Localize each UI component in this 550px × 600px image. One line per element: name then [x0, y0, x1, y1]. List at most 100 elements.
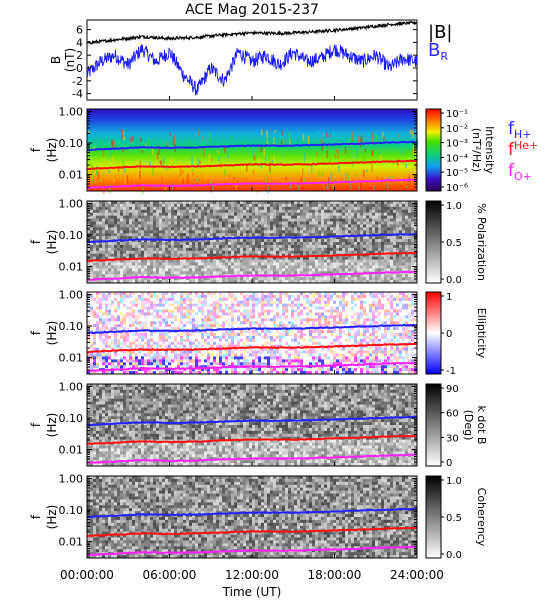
spectrogram-cell: [165, 312, 169, 316]
spectrogram-cell: [222, 292, 226, 296]
spectrogram-cell: [258, 265, 262, 269]
spectrogram-cell: [135, 335, 139, 340]
spectrogram-cell: [198, 203, 202, 208]
spectrogram-cell: [231, 297, 235, 302]
spectrogram-cell: [156, 221, 160, 225]
spectrogram-cell: [348, 268, 352, 272]
spectrogram-cell: [303, 265, 307, 269]
spectrogram-cell: [327, 256, 331, 260]
spectrogram-cell: [216, 368, 220, 372]
spectrogram-cell: [228, 309, 232, 313]
spectrogram-cell: [195, 365, 199, 369]
spectrogram-cell: [135, 338, 139, 343]
spectrogram-cell: [276, 265, 280, 269]
spectrogram-cell: [330, 233, 334, 237]
spectrogram-cell: [279, 221, 283, 225]
spectrogram-cell: [387, 280, 391, 284]
spectrogram-cell: [327, 268, 331, 272]
spectrogram-cell: [183, 280, 187, 284]
spectrogram-cell: [285, 212, 289, 216]
intensity-speckle: [358, 136, 360, 144]
spectrogram-cell: [138, 292, 142, 296]
spectrogram-cell: [219, 356, 223, 360]
spectrogram-cell: [249, 212, 253, 216]
spectrogram-cell: [189, 297, 193, 302]
spectrogram-cell: [261, 244, 265, 249]
spectrogram-cell: [303, 218, 307, 222]
spectrogram-cell: [108, 203, 112, 208]
spectrogram-cell: [204, 244, 208, 249]
spectrogram-cell: [138, 303, 142, 307]
intensity-speckle: [88, 130, 90, 134]
spectrogram-cell: [117, 300, 121, 305]
spectrogram-cell: [360, 203, 364, 208]
spectrogram-cell: [96, 371, 100, 375]
spectrogram-cell: [246, 244, 250, 249]
spectrogram-cell: [150, 362, 154, 366]
spectrogram-cell: [183, 274, 187, 278]
spectrogram-cell: [255, 230, 259, 234]
spectrogram-cell: [318, 259, 322, 263]
spectrogram-cell: [261, 242, 265, 246]
spectrogram-cell: [150, 236, 154, 240]
spectrogram-cell: [144, 362, 148, 366]
spectrogram-cell: [135, 236, 139, 240]
spectrogram-cell: [264, 212, 268, 216]
spectrogram-cell: [153, 262, 157, 266]
spectrogram-cell: [201, 277, 205, 281]
spectrogram-cell: [102, 297, 106, 302]
spectrogram-cell: [183, 292, 187, 296]
intensity-speckle: [411, 129, 414, 138]
intensity-speckle: [273, 141, 275, 147]
spectrogram-cell: [222, 247, 226, 252]
spectrogram-cell: [381, 221, 385, 225]
intensity-speckle: [263, 148, 266, 157]
spectrogram-cell: [99, 344, 103, 348]
spectrogram-cell: [198, 280, 202, 284]
spectrogram-cell: [348, 271, 352, 275]
spectrogram-cell: [162, 315, 166, 319]
spectrogram-cell: [273, 271, 277, 275]
spectrogram-cell: [156, 297, 160, 302]
spectrogram-cell: [102, 318, 106, 322]
spectrogram-cell: [255, 224, 259, 228]
spectrogram-cell: [162, 236, 166, 240]
spectrogram-cell: [144, 250, 148, 255]
spectrogram-cell: [90, 227, 94, 231]
b-y-tick-label: -4: [72, 88, 83, 101]
spectrogram-cell: [231, 250, 235, 255]
spectrogram-cell: [387, 274, 391, 278]
spectrogram-cell: [102, 233, 106, 237]
spectrogram-cell: [147, 206, 151, 211]
spectrogram-cell: [135, 324, 139, 328]
spectrogram-cell: [114, 224, 118, 228]
spectrogram-cell: [393, 259, 397, 263]
spectrogram-cell: [210, 344, 214, 348]
spectrogram-cell: [297, 212, 301, 216]
spectrogram-cell: [231, 300, 235, 305]
spectrogram-cell: [213, 215, 217, 219]
spectrogram-cell: [312, 209, 316, 214]
spectrogram-cell: [258, 215, 262, 219]
spectrogram-cell: [90, 359, 94, 363]
spectrogram-cell: [234, 350, 238, 354]
spectrogram-cell: [111, 362, 115, 366]
spectrogram-cell: [276, 203, 280, 208]
spectrogram-cell: [231, 330, 235, 334]
spectrogram-cell: [180, 203, 184, 208]
spectrogram-cell: [144, 365, 148, 369]
spectrogram-cell: [405, 227, 409, 231]
spectrogram-cell: [111, 327, 115, 331]
spectrogram-cell: [198, 209, 202, 214]
intensity-speckle: [224, 169, 226, 176]
spectrogram-cell: [132, 318, 136, 322]
spectrogram-cell: [150, 268, 154, 272]
spectrogram-cell: [297, 259, 301, 263]
spectrogram-cell: [357, 227, 361, 231]
spectrogram-cell: [138, 333, 142, 337]
spectrogram-cell: [165, 365, 169, 369]
spectrogram-cell: [105, 300, 109, 305]
spectrogram-cell: [192, 368, 196, 372]
spectrogram-cell: [162, 327, 166, 331]
spectrogram-cell: [273, 230, 277, 234]
